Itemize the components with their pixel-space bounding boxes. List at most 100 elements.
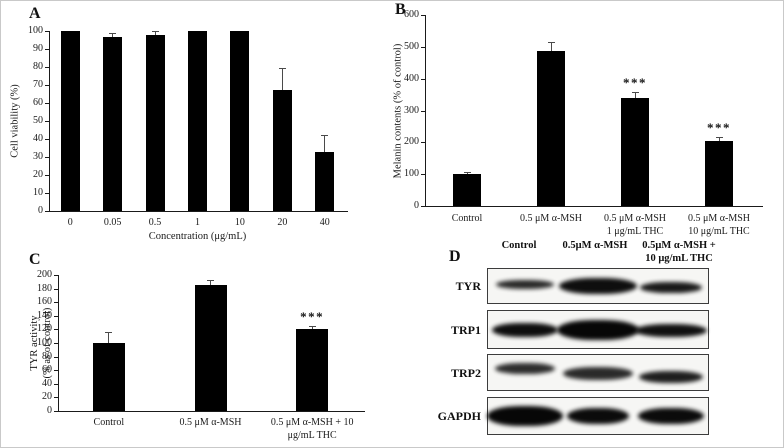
y-axis-label: Cell viability (%) [9, 84, 21, 158]
y-tick [45, 211, 49, 212]
y-tick [45, 175, 49, 176]
blot-column-header: 0.5μM α-MSH + 10 μg/mL THC [642, 240, 716, 264]
significance-marker: *** [300, 309, 325, 324]
y-tick [45, 67, 49, 68]
blot-band [557, 319, 639, 340]
blot-band [559, 278, 637, 294]
y-tick-label: 80 [33, 61, 43, 72]
error-bar [311, 326, 313, 329]
y-tick [421, 206, 425, 207]
bar [621, 97, 649, 206]
blot-band [563, 366, 633, 380]
x-axis-line [49, 211, 348, 212]
y-axis-line [58, 275, 59, 411]
error-bar-cap [151, 31, 159, 32]
blot-column-header: Control [501, 240, 537, 251]
y-tick-label: 100 [28, 25, 43, 36]
y-tick-label: 20 [42, 391, 52, 403]
blot-row-label: TYR [455, 279, 481, 293]
bar [315, 151, 335, 211]
y-tick-label: 120 [37, 323, 52, 335]
bar [92, 343, 125, 411]
bar [296, 328, 329, 411]
blot-row-label: TRP1 [451, 322, 481, 337]
y-tick [45, 157, 49, 158]
y-tick-label: 200 [404, 136, 419, 148]
y-tick [54, 397, 58, 399]
y-tick-label: 90 [33, 43, 43, 54]
blot-band [639, 370, 704, 383]
x-axis-line [58, 411, 365, 412]
y-tick [421, 142, 425, 144]
blot-band [638, 408, 705, 424]
y-tick-label: 0 [47, 405, 52, 416]
y-tick-label: 70 [33, 79, 43, 90]
y-tick-label: 100 [404, 168, 419, 180]
y-tick [421, 15, 425, 16]
y-tick [54, 315, 58, 317]
bar [60, 31, 80, 211]
bar [188, 31, 207, 211]
error-bar-cap [547, 42, 555, 44]
bar [103, 37, 123, 211]
y-tick [45, 31, 49, 32]
blot-band [635, 323, 708, 337]
y-tick-label: 10 [33, 187, 43, 198]
y-axis-line [49, 31, 50, 211]
y-axis-label: Melanin contents (% of control) [392, 43, 404, 178]
blot-band [640, 282, 703, 294]
y-tick [54, 329, 58, 331]
y-tick-label: 140 [37, 309, 52, 321]
y-tick [421, 78, 425, 80]
x-category-label: 0.5 μM α-MSH [179, 417, 242, 428]
y-tick [421, 46, 425, 48]
x-category-label: 10 [234, 217, 245, 228]
y-tick-label: 60 [42, 364, 52, 376]
error-bar [550, 42, 552, 51]
y-tick-label: 50 [33, 115, 43, 126]
y-tick [54, 356, 58, 358]
x-category-label: 20 [277, 217, 288, 228]
x-category-label: 1 [194, 217, 200, 228]
y-tick [54, 343, 58, 344]
blot-column-header: 0.5μM α-MSH [562, 240, 628, 251]
blot-row-label: TRP2 [451, 365, 481, 380]
blot-band [494, 362, 555, 374]
error-bar-cap [105, 332, 113, 334]
y-axis-label: TYR activity (% as of control) [28, 307, 53, 379]
y-tick-label: 100 [37, 337, 52, 348]
blot-band [567, 408, 629, 424]
error-bar [281, 67, 283, 91]
error-bar [324, 135, 326, 152]
x-category-label: 0 [67, 217, 73, 228]
error-bar-cap [207, 279, 214, 281]
error-bar [718, 136, 720, 142]
error-bar-cap [321, 135, 329, 137]
bar [537, 50, 565, 206]
bar [453, 174, 481, 206]
panel-b-letter: B [395, 1, 406, 18]
y-tick [45, 193, 49, 194]
bar [272, 90, 292, 211]
blot-row-label: GAPDH [437, 409, 481, 423]
error-bar-cap [631, 92, 639, 94]
bar [705, 141, 733, 206]
x-category-label: Control [93, 417, 125, 428]
panel-a-letter: A [29, 5, 41, 22]
x-category-label: 0.5 [148, 217, 162, 228]
error-bar-cap [308, 326, 316, 327]
blot-band [491, 323, 558, 338]
y-tick-label: 500 [404, 40, 419, 52]
y-tick-label: 40 [33, 133, 43, 144]
error-bar [634, 92, 636, 98]
x-category-label: 0.5 μM α-MSH [520, 213, 582, 224]
bar [145, 34, 165, 211]
error-bar-cap [109, 33, 117, 35]
y-tick [54, 288, 58, 290]
x-axis-label: Concentration (μg/mL) [148, 231, 247, 242]
bar [194, 285, 227, 411]
y-tick [421, 174, 425, 176]
y-tick [54, 275, 58, 276]
y-tick [45, 121, 49, 122]
